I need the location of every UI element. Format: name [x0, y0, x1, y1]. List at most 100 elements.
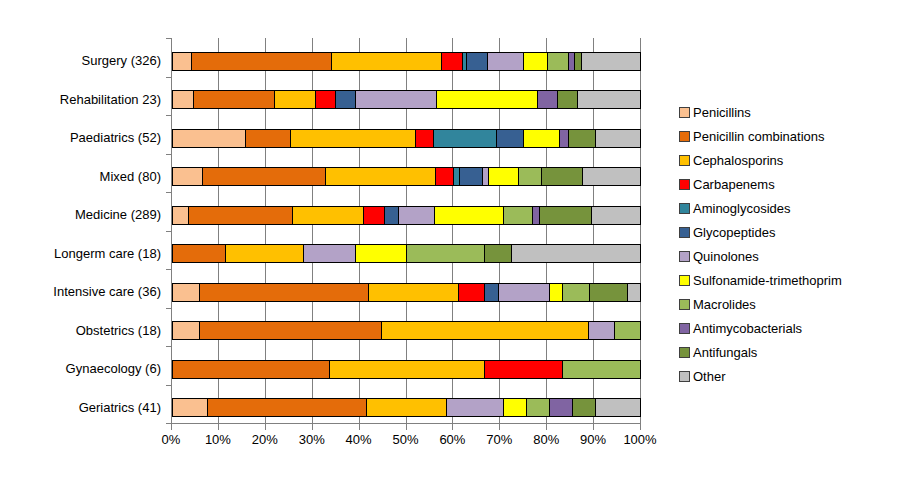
x-tick [406, 423, 407, 430]
segment-cephalosporins [290, 130, 416, 147]
x-tick [171, 423, 172, 430]
y-tick [166, 231, 172, 232]
segment-sulfonamide-trimethoprim [503, 399, 526, 416]
bar-surgery-326 [172, 52, 641, 71]
segment-glycopeptides [496, 130, 523, 147]
y-tick [166, 38, 172, 39]
segment-carbapenems [435, 168, 453, 185]
segment-macrolides [562, 361, 640, 378]
x-tick [452, 423, 453, 430]
segment-cephalosporins [366, 399, 446, 416]
segment-penicillin-combinations [199, 284, 368, 301]
segment-glycopeptides [459, 168, 482, 185]
bar-medicine-289 [172, 206, 641, 225]
segment-macrolides [614, 322, 640, 339]
legend-label: Carbapenems [693, 177, 775, 192]
bar-geriatrics-41 [172, 398, 641, 417]
legend-label: Cephalosporins [693, 153, 783, 168]
y-tick [166, 423, 172, 424]
segment-penicillins [173, 130, 245, 147]
segment-other [582, 168, 640, 185]
segment-quinolones [498, 284, 550, 301]
category-label: Rehabilitation 23) [60, 92, 161, 107]
segment-penicillins [173, 91, 193, 108]
segment-penicillin-combinations [173, 245, 225, 262]
segment-sulfonamide-trimethoprim [549, 284, 562, 301]
legend-item-aminoglycosides: Aminoglycosides [679, 196, 842, 220]
value-axis-label: 60% [439, 432, 465, 447]
segment-penicillins [173, 322, 199, 339]
segment-other [595, 399, 640, 416]
plot-area [171, 38, 641, 424]
y-tick [166, 269, 172, 270]
legend-label: Macrolides [693, 297, 756, 312]
value-axis-label: 80% [533, 432, 559, 447]
legend-label: Penicillins [693, 105, 751, 120]
segment-other [591, 207, 640, 224]
segment-other [595, 130, 640, 147]
x-tick [546, 423, 547, 430]
segment-other [581, 53, 640, 70]
segment-other [627, 284, 640, 301]
segment-antifungals [589, 284, 628, 301]
segment-other [511, 245, 640, 262]
legend-label: Glycopeptides [693, 225, 775, 240]
bar-intensive-care-36 [172, 283, 641, 302]
segment-penicillins [173, 168, 202, 185]
category-label: Longerm care (18) [54, 246, 161, 261]
segment-penicillin-combinations [202, 168, 324, 185]
legend-item-sulfonamide-trimethoprim: Sulfonamide-trimethoprim [679, 268, 842, 292]
legend-swatch-antimycobacterials [679, 323, 690, 334]
segment-antifungals [484, 245, 510, 262]
segment-antimycobacterials [532, 207, 539, 224]
segment-macrolides [503, 207, 532, 224]
segment-quinolones [588, 322, 614, 339]
segment-sulfonamide-trimethoprim [355, 245, 407, 262]
segment-carbapenems [484, 361, 562, 378]
y-tick [166, 77, 172, 78]
category-axis-labels: Surgery (326)Rehabilitation 23)Paediatri… [0, 38, 161, 423]
legend-swatch-penicillin-combinations [679, 131, 690, 142]
category-label: Surgery (326) [82, 53, 161, 68]
legend-label: Quinolones [693, 249, 759, 264]
segment-sulfonamide-trimethoprim [434, 207, 502, 224]
segment-macrolides [518, 168, 541, 185]
segment-cephalosporins [274, 91, 315, 108]
stacked-bar-chart: Surgery (326)Rehabilitation 23)Paediatri… [0, 0, 907, 491]
legend-swatch-macrolides [679, 299, 690, 310]
segment-quinolones [398, 207, 435, 224]
x-tick [312, 423, 313, 430]
segment-macrolides [562, 284, 588, 301]
segment-penicillin-combinations [199, 322, 380, 339]
segment-antifungals [572, 399, 595, 416]
x-tick [359, 423, 360, 430]
segment-quinolones [303, 245, 355, 262]
legend: PenicillinsPenicillin combinationsCephal… [679, 100, 842, 388]
legend-item-glycopeptides: Glycopeptides [679, 220, 842, 244]
segment-cephalosporins [381, 322, 588, 339]
segment-quinolones [487, 53, 523, 70]
legend-swatch-other [679, 371, 690, 382]
legend-item-cephalosporins: Cephalosporins [679, 148, 842, 172]
category-label: Obstetrics (18) [76, 323, 161, 338]
legend-item-quinolones: Quinolones [679, 244, 842, 268]
segment-penicillin-combinations [191, 53, 332, 70]
segment-penicillin-combinations [188, 207, 291, 224]
segment-penicillin-combinations [207, 399, 366, 416]
segment-penicillin-combinations [245, 130, 290, 147]
legend-item-other: Other [679, 364, 842, 388]
legend-item-macrolides: Macrolides [679, 292, 842, 316]
segment-antimycobacterials [559, 130, 568, 147]
bar-obstetrics-18 [172, 321, 641, 340]
value-axis-label: 30% [299, 432, 325, 447]
segment-cephalosporins [225, 245, 303, 262]
legend-item-antifungals: Antifungals [679, 340, 842, 364]
segment-antifungals [539, 207, 591, 224]
value-axis-label: 70% [486, 432, 512, 447]
segment-other [577, 91, 640, 108]
y-tick [166, 308, 172, 309]
x-tick [499, 423, 500, 430]
segment-carbapenems [441, 53, 462, 70]
segment-penicillin-combinations [193, 91, 274, 108]
y-tick [166, 346, 172, 347]
